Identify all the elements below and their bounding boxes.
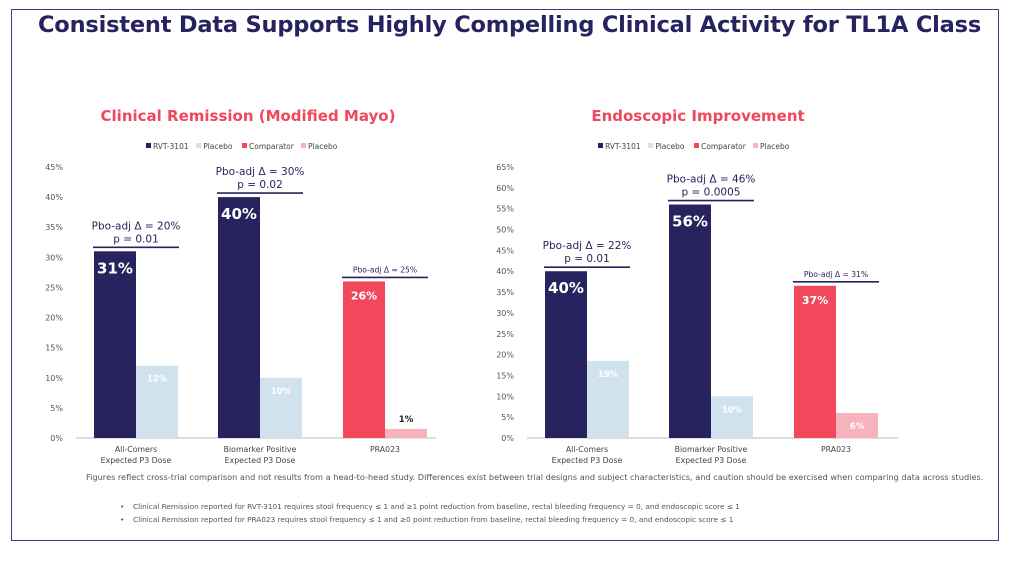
legend-swatch — [648, 143, 654, 148]
bar-placebo-label: 19% — [598, 370, 619, 380]
x-tick-label: Biomarker Positive — [675, 445, 748, 454]
legend-swatch — [242, 143, 247, 148]
y-tick-label: 60% — [496, 184, 514, 193]
annotation-pvalue: p = 0.01 — [564, 253, 610, 265]
y-tick-label: 45% — [45, 163, 63, 172]
endoscopic-improvement-chart: Endoscopic Improvement RVT-3101 Placebo Com… — [496, 107, 898, 465]
bar-placebo-label: 12% — [147, 375, 168, 385]
legend-swatch — [694, 143, 699, 148]
y-tick-label: 35% — [45, 223, 63, 232]
y-tick-label: 5% — [501, 413, 514, 422]
bar-placebo — [260, 377, 302, 438]
y-tick-label: 50% — [496, 226, 514, 235]
bar-active-label: 31% — [97, 259, 133, 277]
bar-placebo-label: 10% — [722, 405, 743, 415]
bar-active-label: 40% — [221, 205, 257, 223]
footnote: Figures reflect cross-trial comparison a… — [86, 472, 984, 482]
y-tick-label: 15% — [496, 371, 514, 380]
legend-label: Comparator — [249, 142, 295, 151]
x-tick-label: PRA023 — [821, 445, 851, 454]
chart-title: Endoscopic Improvement — [591, 107, 804, 125]
legend-label: Placebo — [308, 142, 338, 151]
legend-swatch — [301, 143, 306, 148]
legend-label: Placebo — [655, 142, 685, 151]
bar-active — [669, 204, 711, 438]
x-tick-label: Expected P3 Dose — [676, 456, 747, 465]
annotation-delta: Pbo-adj Δ = 30% — [216, 166, 305, 178]
bar-active-label: 37% — [802, 294, 828, 307]
annotation-delta: Pbo-adj Δ = 31% — [804, 270, 868, 279]
x-tick-label: All-Comers — [115, 445, 157, 454]
annotation-delta: Pbo-adj Δ = 22% — [543, 240, 632, 252]
legend-label: Placebo — [203, 142, 233, 151]
y-tick-label: 45% — [496, 246, 514, 255]
bar-active — [545, 271, 587, 438]
annotation-delta: Pbo-adj Δ = 46% — [667, 174, 756, 186]
y-tick-label: 40% — [45, 193, 63, 202]
y-tick-label: 30% — [45, 253, 63, 262]
legend-label: RVT-3101 — [605, 142, 641, 151]
bar-placebo-label: 6% — [850, 422, 865, 432]
bar-placebo-label: 10% — [271, 387, 292, 397]
bar-active-label: 40% — [548, 279, 584, 297]
y-tick-label: 10% — [45, 374, 63, 383]
bar-active — [94, 251, 136, 438]
bar-placebo — [385, 428, 427, 438]
y-tick-label: 25% — [496, 330, 514, 339]
y-tick-label: 55% — [496, 205, 514, 214]
legend-label: Comparator — [701, 142, 747, 151]
y-tick-label: 0% — [50, 434, 63, 443]
clinical-remission-chart: Clinical Remission (Modified Mayo) RVT-31… — [45, 107, 436, 465]
bar-active — [218, 197, 260, 438]
annotation-pvalue: p = 0.01 — [113, 233, 159, 245]
x-tick-label: Expected P3 Dose — [101, 456, 172, 465]
x-tick-label: Expected P3 Dose — [552, 456, 623, 465]
bar-active — [343, 281, 385, 438]
x-tick-label: Biomarker Positive — [224, 445, 297, 454]
y-tick-label: 30% — [496, 309, 514, 318]
y-tick-label: 20% — [496, 351, 514, 360]
annotation-delta: Pbo-adj Δ = 25% — [353, 265, 417, 274]
footnote-bullet: Clinical Remission reported for PRA023 r… — [120, 515, 740, 524]
y-tick-label: 5% — [50, 404, 63, 413]
y-tick-label: 15% — [45, 344, 63, 353]
slide-frame — [11, 9, 999, 541]
legend-swatch — [196, 143, 202, 148]
y-tick-label: 40% — [496, 267, 514, 276]
x-tick-label: Expected P3 Dose — [225, 456, 296, 465]
x-tick-label: PRA023 — [370, 445, 400, 454]
chart-title: Clinical Remission (Modified Mayo) — [101, 107, 396, 125]
bar-placebo — [587, 360, 629, 438]
y-tick-label: 20% — [45, 314, 63, 323]
bar-placebo-label: 1% — [399, 415, 414, 425]
legend-swatch — [753, 143, 758, 148]
bar-placebo — [136, 365, 178, 438]
bar-placebo — [711, 396, 753, 438]
legend-swatch — [598, 143, 603, 148]
annotation-delta: Pbo-adj Δ = 20% — [92, 220, 181, 232]
legend-label: RVT-3101 — [153, 142, 189, 151]
y-tick-label: 25% — [45, 283, 63, 292]
x-tick-label: All-Comers — [566, 445, 608, 454]
bar-active — [794, 285, 836, 438]
footnote-bullets: Clinical Remission reported for RVT-3101… — [120, 502, 740, 528]
bar-placebo — [836, 412, 878, 438]
footnote-bullet: Clinical Remission reported for RVT-3101… — [120, 502, 740, 511]
legend-swatch — [146, 143, 151, 148]
page-title: Consistent Data Supports Highly Compelli… — [38, 12, 982, 38]
bar-active-label: 56% — [672, 213, 708, 231]
y-tick-label: 10% — [496, 392, 514, 401]
legend-label: Placebo — [760, 142, 790, 151]
y-tick-label: 65% — [496, 163, 514, 172]
y-tick-label: 35% — [496, 288, 514, 297]
annotation-pvalue: p = 0.02 — [237, 179, 283, 191]
annotation-pvalue: p = 0.0005 — [682, 187, 741, 199]
bar-active-label: 26% — [351, 289, 377, 302]
y-tick-label: 0% — [501, 434, 514, 443]
